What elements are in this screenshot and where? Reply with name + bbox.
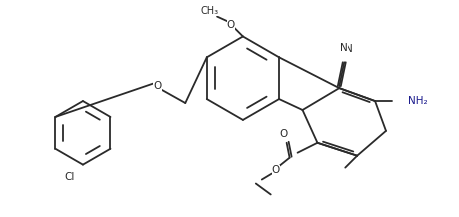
Text: N: N xyxy=(345,44,353,54)
Text: O: O xyxy=(280,129,288,139)
Text: O: O xyxy=(272,165,280,175)
Text: O: O xyxy=(153,81,162,91)
Text: CH₃: CH₃ xyxy=(200,6,218,16)
Text: Cl: Cl xyxy=(65,172,75,182)
Text: O: O xyxy=(227,20,235,30)
Text: NH₂: NH₂ xyxy=(408,96,427,106)
Text: N: N xyxy=(341,43,348,53)
